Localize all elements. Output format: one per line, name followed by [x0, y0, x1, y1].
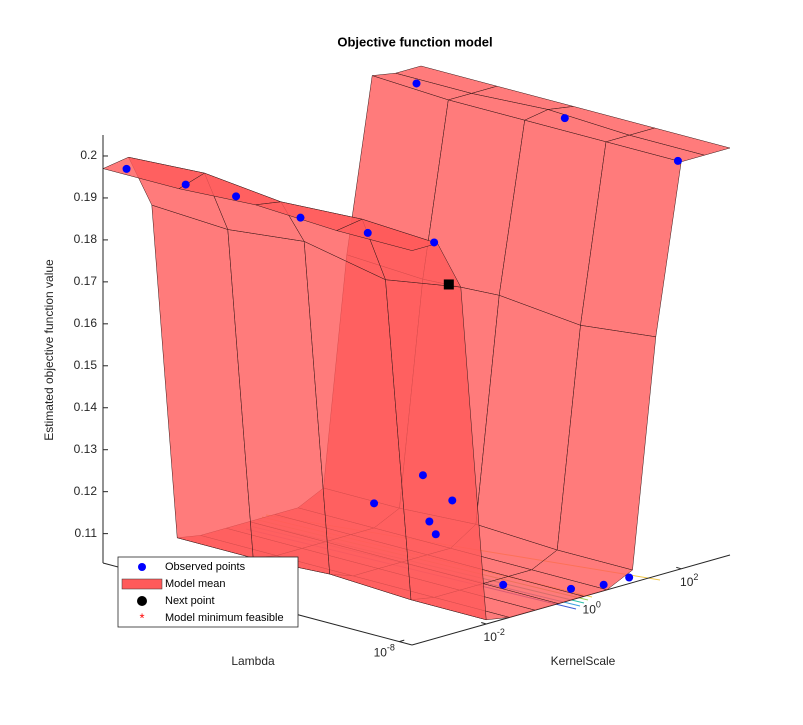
- observed-point: [567, 584, 576, 593]
- observed-point: [499, 580, 508, 589]
- observed-point: [296, 213, 305, 222]
- legend-label: Model mean: [165, 578, 226, 590]
- observed-point: [370, 499, 379, 508]
- tick-exponent: -2: [497, 627, 505, 637]
- tick-base: 10: [484, 630, 498, 644]
- y-tick-label: 100: [583, 600, 601, 617]
- tick-exponent: -8: [387, 643, 395, 653]
- z-tick-label: 0.2: [80, 148, 97, 162]
- z-tick-label: 0.14: [74, 400, 98, 414]
- observed-point: [673, 156, 682, 165]
- z-tick-label: 0.11: [75, 526, 98, 540]
- x-tick-label: 10-8: [374, 643, 395, 660]
- observed-point: [232, 192, 241, 201]
- observed-point: [425, 517, 434, 526]
- z-tick-label: 0.19: [74, 190, 98, 204]
- observed-point: [560, 114, 569, 123]
- legend-box: [117, 556, 299, 628]
- chart-title: Objective function model: [337, 34, 492, 49]
- y-tick-label: 102: [680, 572, 698, 589]
- observed-point: [430, 238, 439, 247]
- points: [122, 79, 682, 593]
- legend-label: Observed points: [165, 561, 246, 573]
- observed-point: [448, 496, 457, 505]
- surface: [102, 65, 731, 621]
- y-tick-label: 10-2: [484, 627, 505, 644]
- legend-marker: [137, 596, 147, 606]
- z-tick-label: 0.15: [74, 358, 98, 372]
- observed-point: [418, 471, 427, 480]
- legend-marker: [138, 563, 146, 571]
- observed-point: [181, 180, 190, 189]
- z-tick-label: 0.16: [74, 316, 98, 330]
- z-axis-label: Estimated objective function value: [42, 259, 56, 441]
- x-tick: [399, 639, 405, 643]
- z-tick-label: 0.12: [74, 484, 98, 498]
- observed-point: [363, 228, 372, 237]
- legend-label: Model minimum feasible: [165, 612, 284, 624]
- observed-point: [599, 580, 608, 589]
- z-tick-label: 0.18: [74, 232, 98, 246]
- tick-exponent: 2: [693, 572, 698, 582]
- y-tick: [481, 622, 487, 625]
- y-tick: [676, 566, 682, 570]
- observed-point: [412, 79, 421, 88]
- z-tick-label: 0.17: [74, 274, 98, 288]
- legend-marker: [121, 578, 163, 590]
- legend-marker: *: [139, 610, 144, 625]
- legend: Observed points Model mean Next point * …: [117, 556, 299, 628]
- tick-base: 10: [583, 603, 597, 617]
- observed-point: [625, 573, 634, 582]
- observed-point: [122, 164, 131, 173]
- tick-base: 10: [374, 646, 388, 660]
- next-point: [443, 279, 454, 290]
- x-axis-label: Lambda: [231, 654, 275, 668]
- y-axis-label: KernelScale: [551, 654, 616, 668]
- observed-point: [431, 530, 440, 539]
- tick-exponent: 0: [596, 600, 601, 610]
- legend-label: Next point: [165, 595, 215, 607]
- surface-patch: [335, 218, 439, 251]
- z-tick-label: 0.13: [74, 442, 98, 456]
- tick-base: 10: [680, 575, 694, 589]
